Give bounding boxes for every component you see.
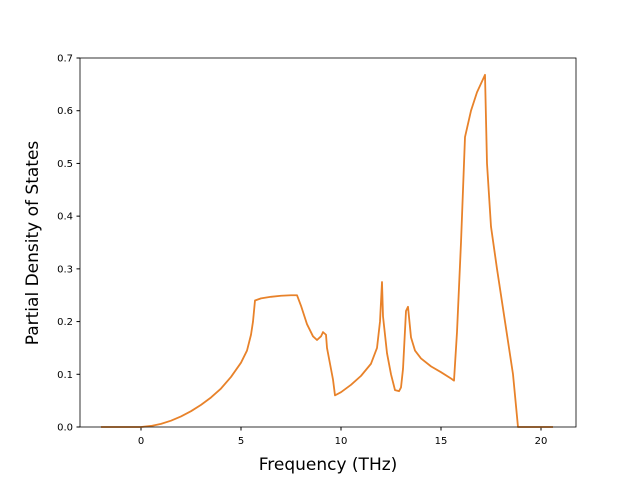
y-tick-label: 0.7 xyxy=(57,54,73,65)
y-tick-label: 0.5 xyxy=(57,159,73,170)
x-tick-label: 20 xyxy=(535,436,548,447)
y-tick-label: 0.4 xyxy=(57,212,73,223)
y-tick-label: 0.2 xyxy=(57,317,73,328)
x-tick-label: 15 xyxy=(435,436,448,447)
x-tick-label: 5 xyxy=(238,436,244,447)
data-line xyxy=(101,73,553,428)
y-tick-label: 0.0 xyxy=(57,423,73,434)
y-axis-label: Partial Density of States xyxy=(23,141,43,346)
y-tick-label: 0.1 xyxy=(57,370,73,381)
axes-frame xyxy=(79,57,577,428)
x-tick-label: 0 xyxy=(138,436,144,447)
x-axis-label: Frequency (THz) xyxy=(259,455,398,475)
y-tick-label: 0.3 xyxy=(57,264,73,275)
x-tick-label: 10 xyxy=(335,436,348,447)
y-tick-label: 0.6 xyxy=(57,106,73,117)
